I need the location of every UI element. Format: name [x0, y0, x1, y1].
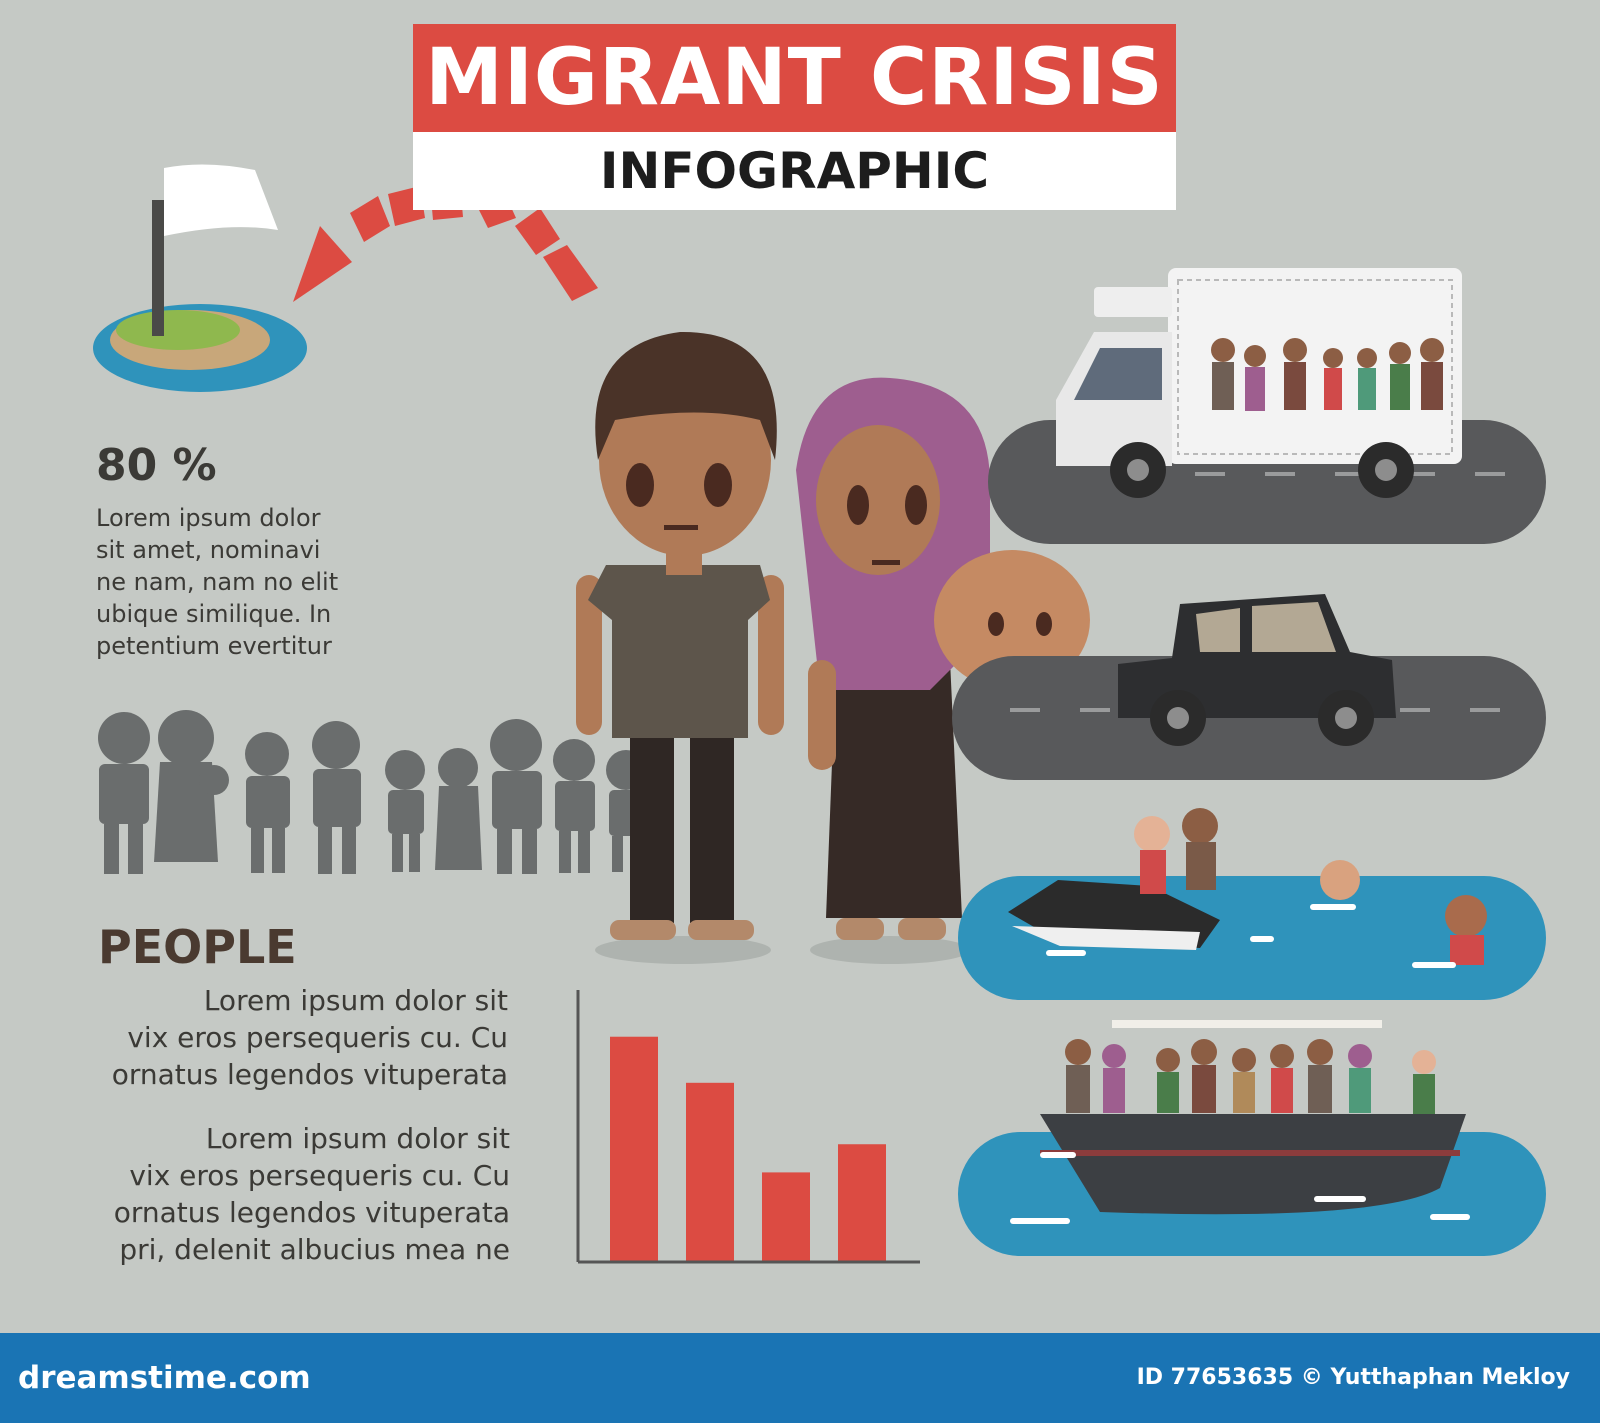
- chart-bar-1: [610, 1036, 658, 1262]
- footer-bar: [0, 1333, 1600, 1423]
- bar-chart: [576, 990, 920, 1264]
- stat-text-line: ubique similique. In: [96, 600, 332, 628]
- people-paragraph-1: Lorem ipsum dolor sit vix eros persequer…: [60, 982, 508, 1093]
- stat-value: 80 %: [96, 440, 217, 491]
- man-figure-icon: [576, 331, 784, 964]
- chart-bar-2: [686, 1082, 734, 1262]
- woman-with-baby-icon: [796, 377, 1090, 964]
- chart-bar-4: [838, 1144, 886, 1262]
- car-road-icon: [952, 594, 1546, 780]
- paragraph-line: Lorem ipsum dolor sit: [203, 984, 508, 1017]
- stat-text-line: ne nam, nam no elit: [96, 568, 339, 596]
- stat-text-line: petentium evertitur: [96, 632, 332, 660]
- paragraph-line: vix eros persequeris cu. Cu: [129, 1159, 510, 1192]
- paragraph-line: pri, delenit albucius mea ne: [119, 1233, 510, 1266]
- island-flag-icon: [93, 164, 307, 392]
- subtitle-banner: [413, 132, 1176, 210]
- paragraph-line: Lorem ipsum dolor sit: [205, 1122, 510, 1155]
- stat-text-line: sit amet, nominavi: [96, 536, 321, 564]
- page-title: MIGRANT CRISIS: [425, 33, 1164, 123]
- title-banner: [413, 24, 1176, 132]
- stat-text: Lorem ipsum dolor sit amet, nominavi ne …: [96, 502, 396, 662]
- boat-water-icon: [958, 1020, 1546, 1256]
- stat-text-line: Lorem ipsum dolor: [96, 504, 321, 532]
- chart-bar-3: [762, 1172, 810, 1262]
- page-subtitle: INFOGRAPHIC: [599, 142, 990, 200]
- paragraph-line: ornatus legendos vituperata: [113, 1196, 510, 1229]
- footer-brand: dreamstime.com: [18, 1360, 311, 1396]
- people-paragraph-2: Lorem ipsum dolor sit vix eros persequer…: [60, 1120, 510, 1268]
- paragraph-line: vix eros persequeris cu. Cu: [127, 1021, 508, 1054]
- people-heading: PEOPLE: [98, 920, 297, 974]
- truck-road-icon: [988, 268, 1546, 544]
- footer-credit: ID 77653635 © Yutthaphan Mekloy: [1136, 1365, 1570, 1390]
- people-silhouettes-icon: [98, 710, 646, 874]
- jetski-water-icon: [958, 808, 1546, 1000]
- paragraph-line: ornatus legendos vituperata: [111, 1058, 508, 1091]
